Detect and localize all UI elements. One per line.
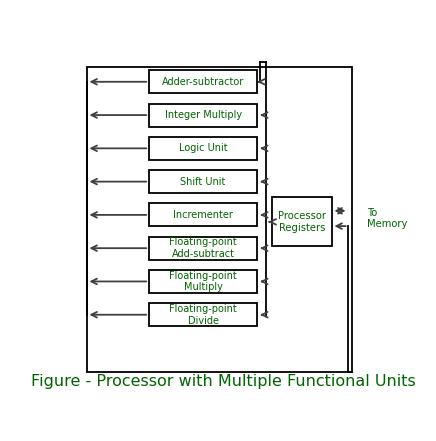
Bar <box>149 137 257 160</box>
Text: Processor
Registers: Processor Registers <box>278 211 326 233</box>
Text: Incrementer: Incrementer <box>173 210 233 220</box>
Bar <box>149 104 257 127</box>
Bar <box>149 70 257 93</box>
Text: Floating-point
Add-subtract: Floating-point Add-subtract <box>169 237 237 259</box>
Text: Floating-point
Divide: Floating-point Divide <box>169 304 237 325</box>
Text: Adder-subtractor: Adder-subtractor <box>162 77 244 87</box>
Text: Integer Multiply: Integer Multiply <box>165 110 242 120</box>
Bar <box>149 270 257 293</box>
Bar <box>87 67 352 372</box>
Bar <box>149 203 257 226</box>
Bar <box>272 197 331 247</box>
Bar <box>149 237 257 260</box>
Text: Logic Unit: Logic Unit <box>179 143 228 153</box>
Text: Figure - Processor with Multiple Functional Units: Figure - Processor with Multiple Functio… <box>31 374 416 389</box>
Bar <box>149 170 257 193</box>
Text: Shift Unit: Shift Unit <box>181 176 226 187</box>
Bar <box>149 303 257 326</box>
Text: Floating-point
Multiply: Floating-point Multiply <box>169 271 237 292</box>
Text: To
Memory: To Memory <box>367 208 407 229</box>
